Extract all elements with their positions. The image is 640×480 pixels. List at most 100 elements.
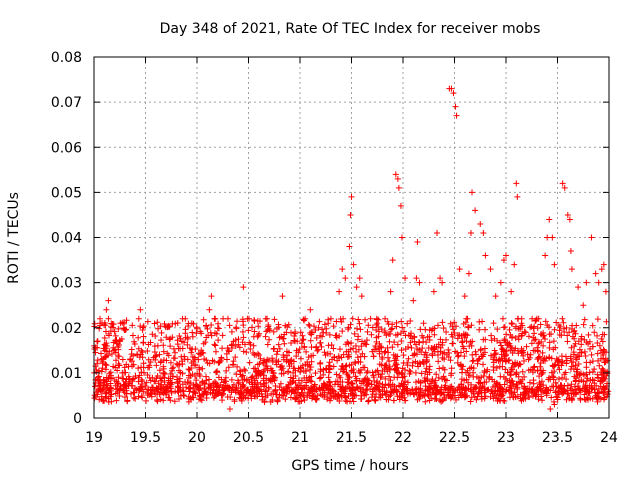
data-point [264,392,271,399]
data-point [174,380,181,387]
data-point [164,350,171,357]
data-point [353,348,360,355]
data-point [117,320,124,327]
data-point [499,315,506,322]
data-point [161,374,168,381]
data-point [407,317,414,324]
data-point [271,345,278,352]
data-point [173,360,180,367]
data-point [550,383,557,390]
data-point [211,379,218,386]
data-point [498,342,505,349]
data-point [433,229,440,236]
data-point [247,341,254,348]
data-point [437,275,444,282]
data-point [176,333,183,340]
data-point [519,368,526,375]
data-point [197,396,204,403]
data-point [398,380,405,387]
data-point [104,385,111,392]
data-point [582,396,589,403]
data-point [246,359,253,366]
data-point [568,359,575,366]
data-point [110,324,117,331]
data-point [594,316,601,323]
data-point [218,354,225,361]
data-point [481,345,488,352]
data-point [312,326,319,333]
data-point [372,343,379,350]
data-point [594,340,601,347]
data-point [191,388,198,395]
data-point [365,380,372,387]
data-point [506,356,513,363]
data-point [302,315,309,322]
data-point [264,365,271,372]
data-point [399,392,406,399]
data-point [179,370,186,377]
data-point [200,340,207,347]
data-point [358,343,365,350]
data-point [313,387,320,394]
data-point [276,384,283,391]
data-point [402,366,409,373]
data-point [391,386,398,393]
data-point [586,369,593,376]
data-point [104,378,111,385]
x-tick-labels: 19 19.5 20 20.5 21 21.5 22 22.5 23 23.5 24 [85,430,618,446]
data-point [98,388,105,395]
data-point [410,297,417,304]
data-point [591,366,598,373]
data-point [434,348,441,355]
data-point [478,389,485,396]
data-point [187,380,194,387]
data-point [356,320,363,327]
data-point [211,315,218,322]
data-point [402,345,409,352]
data-point [357,326,364,333]
data-point [379,371,386,378]
data-point [240,382,247,389]
data-point [227,394,234,401]
data-point [349,315,356,322]
data-point [94,357,101,364]
data-point [599,338,606,345]
data-point [592,270,599,277]
data-point [513,180,520,187]
data-point [160,342,167,349]
data-point [113,338,120,345]
data-point [91,392,98,399]
data-point [422,387,429,394]
data-point [454,335,461,342]
data-point [563,376,570,383]
data-point [208,322,215,329]
data-point [482,326,489,333]
data-point [419,345,426,352]
data-point [237,368,244,375]
data-point [193,382,200,389]
data-point [441,391,448,398]
data-point [116,392,123,399]
data-point [458,376,465,383]
data-point [325,385,332,392]
data-point [140,369,147,376]
data-point [236,344,243,351]
data-point [523,343,530,350]
data-point [519,330,526,337]
data-point [215,384,222,391]
data-point [161,320,168,327]
data-point [515,379,522,386]
data-point [310,323,317,330]
data-point [290,369,297,376]
data-point [288,329,295,336]
data-point [392,353,399,360]
data-point [129,322,136,329]
data-point [534,347,541,354]
data-point [499,389,506,396]
data-point [383,332,390,339]
data-point [185,372,192,379]
data-point [401,397,408,404]
data-point [188,359,195,366]
data-point [293,394,300,401]
data-point [354,354,361,361]
